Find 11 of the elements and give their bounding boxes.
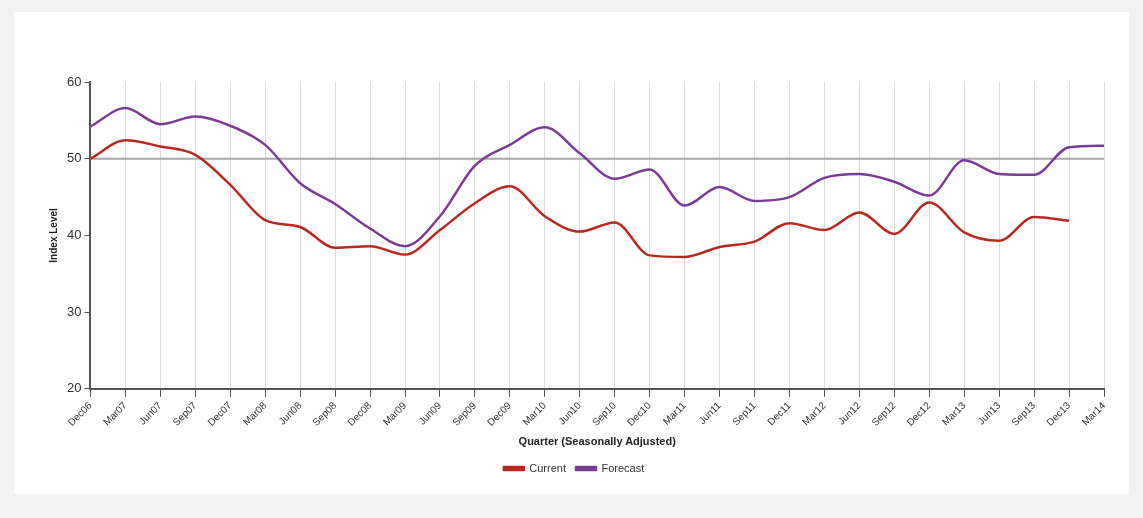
line-series [89, 139, 1071, 259]
x-axis-title: Quarter (Seasonally Adjusted) [518, 435, 677, 448]
legend-label: Current [529, 461, 566, 474]
y-tick-label: 20 [66, 380, 82, 396]
y-tick-label: 50 [66, 150, 82, 166]
y-tick-label: 30 [66, 303, 82, 319]
y-tick-label: 60 [66, 73, 82, 89]
y-tick-label: 40 [66, 227, 82, 243]
legend-label: Forecast [601, 461, 645, 474]
line-series [89, 106, 1106, 248]
y-axis-title: Index Level [47, 207, 59, 263]
